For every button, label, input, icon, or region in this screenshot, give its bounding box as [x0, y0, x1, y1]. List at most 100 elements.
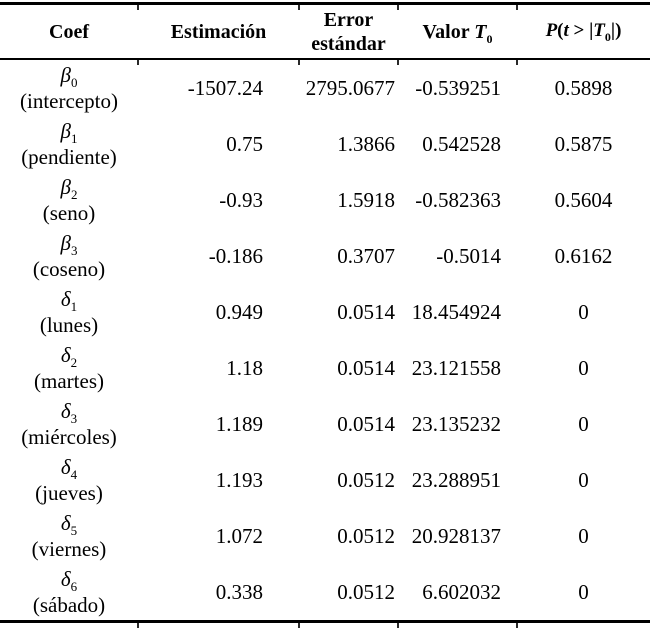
coef-symbol: δ1 — [60, 287, 78, 315]
valor-t-cell: 6.602032 — [422, 579, 501, 604]
coef-cell: β0 (intercepto) — [0, 60, 138, 116]
coef-symbol: δ5 — [60, 511, 78, 539]
valor-t-cell: 18.454924 — [411, 299, 501, 324]
estimacion-cell: -0.93 — [219, 187, 263, 212]
coef-name: (coseno) — [32, 257, 106, 281]
column-tick — [298, 623, 300, 628]
header-p-value-label: P(t > |T0|) — [545, 20, 622, 44]
header-valor-t0-label: Valor T0 — [422, 20, 493, 46]
error-cell: 1.3866 — [337, 131, 395, 156]
header-row: Coef Estimación Error estándar Valor T0 … — [0, 5, 650, 58]
coef-cell: β2 (seno) — [0, 172, 138, 228]
p-cell: 0 — [578, 299, 589, 324]
table-row: δ5 (viernes) 1.072 0.0512 20.928137 0 — [0, 508, 650, 564]
valor-t-cell: 20.928137 — [411, 523, 501, 548]
p-cell: 0.5875 — [554, 131, 613, 156]
column-tick — [137, 60, 139, 65]
table-row: δ4 (jueves) 1.193 0.0512 23.288951 0 — [0, 452, 650, 508]
p-cell: 0 — [578, 579, 589, 604]
coef-symbol: β0 — [60, 63, 78, 91]
coef-name: (lunes) — [39, 313, 99, 337]
estimacion-cell: 0.338 — [215, 579, 263, 604]
coef-symbol: β1 — [60, 119, 78, 147]
coef-symbol: δ6 — [60, 567, 78, 595]
estimacion-cell: 1.189 — [215, 411, 263, 436]
coef-cell: δ3 (miércoles) — [0, 396, 138, 452]
error-cell: 0.0514 — [337, 299, 395, 324]
estimacion-cell: -0.186 — [208, 243, 263, 268]
error-cell: 0.0512 — [337, 579, 395, 604]
header-valor-t0: Valor T0 — [398, 5, 517, 58]
p-cell: 0 — [578, 467, 589, 492]
coef-name: (martes) — [34, 369, 104, 393]
coef-name: (intercepto) — [20, 89, 118, 113]
coef-name: (viernes) — [31, 537, 107, 561]
coef-symbol: δ4 — [60, 455, 78, 483]
estimacion-cell: 0.75 — [226, 131, 263, 156]
column-tick — [397, 623, 399, 628]
coef-symbol: β2 — [60, 175, 78, 203]
coef-name: (jueves) — [35, 481, 103, 505]
coef-name: (sábado) — [32, 593, 106, 617]
valor-t-cell: 23.288951 — [411, 467, 501, 492]
valor-t-cell: 23.135232 — [411, 411, 501, 436]
p-cell: 0.5898 — [554, 75, 613, 100]
table-row: δ1 (lunes) 0.949 0.0514 18.454924 0 — [0, 284, 650, 340]
header-coef-label: Coef — [49, 20, 89, 43]
coef-cell: δ1 (lunes) — [0, 284, 138, 340]
column-tick — [298, 5, 300, 10]
error-cell: 0.0512 — [337, 523, 395, 548]
table-row: δ2 (martes) 1.18 0.0514 23.121558 0 — [0, 340, 650, 396]
coef-cell: δ4 (jueves) — [0, 452, 138, 508]
valor-t-cell: 23.121558 — [411, 355, 501, 380]
coef-symbol: δ3 — [60, 399, 78, 427]
column-tick — [137, 5, 139, 10]
error-cell: 1.5918 — [337, 187, 395, 212]
coef-name: (seno) — [42, 201, 96, 225]
column-tick — [516, 5, 518, 10]
valor-t-cell: -0.539251 — [415, 75, 501, 100]
column-tick — [298, 60, 300, 65]
table-row: β3 (coseno) -0.186 0.3707 -0.5014 0.6162 — [0, 228, 650, 284]
error-cell: 0.3707 — [337, 243, 395, 268]
p-cell: 0.5604 — [554, 187, 613, 212]
valor-t-cell: -0.582363 — [415, 187, 501, 212]
header-estimacion: Estimación — [138, 5, 299, 58]
header-estimacion-label: Estimación — [170, 20, 267, 43]
coef-cell: β1 (pendiente) — [0, 116, 138, 172]
table-row: δ6 (sábado) 0.338 0.0512 6.602032 0 — [0, 564, 650, 620]
p-cell: 0 — [578, 411, 589, 436]
error-cell: 0.0514 — [337, 411, 395, 436]
coef-cell: β3 (coseno) — [0, 228, 138, 284]
table-top-border — [0, 2, 650, 10]
p-cell: 0 — [578, 523, 589, 548]
estimacion-cell: 1.072 — [215, 523, 263, 548]
estimacion-cell: 1.193 — [215, 467, 263, 492]
coef-symbol: β3 — [60, 231, 78, 259]
coef-cell: δ6 (sábado) — [0, 564, 138, 620]
table-row: β1 (pendiente) 0.75 1.3866 0.542528 0.58… — [0, 116, 650, 172]
column-tick — [397, 60, 399, 65]
header-error-estandar: Error estándar — [299, 5, 398, 58]
error-cell: 0.0512 — [337, 467, 395, 492]
header-separator — [0, 58, 650, 65]
p-cell: 0.6162 — [554, 243, 613, 268]
column-tick — [516, 623, 518, 628]
coef-cell: δ2 (martes) — [0, 340, 138, 396]
estimacion-cell: 1.18 — [226, 355, 263, 380]
error-cell: 0.0514 — [337, 355, 395, 380]
coef-name: (pendiente) — [21, 145, 117, 169]
estimacion-cell: 0.949 — [215, 299, 263, 324]
table-row: β0 (intercepto) -1507.24 2795.0677 -0.53… — [0, 60, 650, 116]
coef-cell: δ5 (viernes) — [0, 508, 138, 564]
error-cell: 2795.0677 — [305, 75, 395, 100]
column-tick — [516, 60, 518, 65]
p-cell: 0 — [578, 355, 589, 380]
header-coef: Coef — [0, 5, 138, 58]
valor-t-cell: 0.542528 — [422, 131, 501, 156]
table-row: δ3 (miércoles) 1.189 0.0514 23.135232 0 — [0, 396, 650, 452]
valor-t-cell: -0.5014 — [436, 243, 501, 268]
column-tick — [137, 623, 139, 628]
